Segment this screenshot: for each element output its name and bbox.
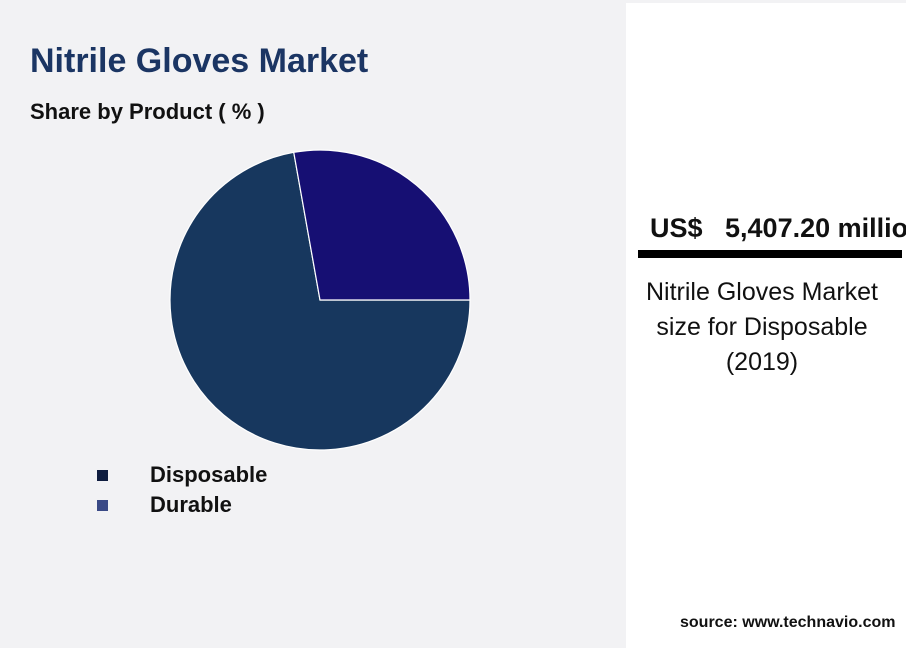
value-underline (638, 250, 902, 258)
highlight-panel (626, 3, 906, 648)
market-size-value: US$ 5,407.20 million (650, 213, 906, 243)
legend-item-durable: Durable (97, 490, 267, 520)
source-text: source: www.technavio.com (680, 614, 896, 631)
legend-swatch (97, 469, 108, 481)
legend-swatch (97, 499, 108, 511)
pie-slice-disposable (169, 151, 471, 451)
legend-label: Durable (150, 492, 232, 517)
legend-label: Disposable (150, 462, 268, 487)
legend: Disposable Durable (97, 460, 267, 520)
market-size-caption: Nitrile Gloves Market size for Disposabl… (646, 278, 878, 376)
pie-chart (169, 149, 471, 451)
pie-slice-durable (293, 149, 471, 301)
chart-subtitle: Share by Product ( % ) (30, 99, 265, 124)
legend-item-disposable: Disposable (97, 460, 267, 490)
chart-title: Nitrile Gloves Market (30, 42, 369, 80)
